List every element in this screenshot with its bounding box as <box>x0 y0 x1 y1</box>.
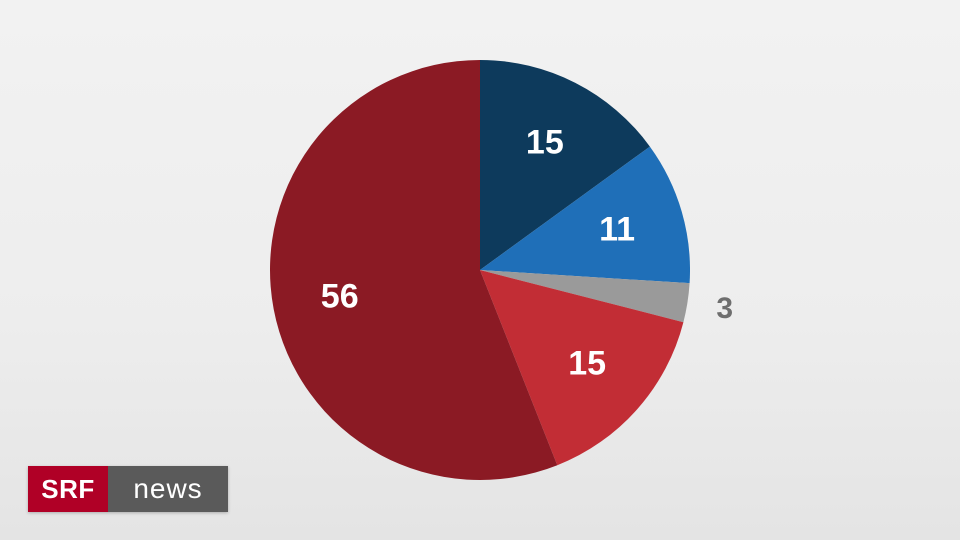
pie-chart: 151131556 <box>270 60 690 480</box>
logo-news-badge: news <box>108 466 228 512</box>
pie-slice-label: 11 <box>599 211 635 250</box>
logo-srf-text: SRF <box>41 474 95 505</box>
pie-slice-label: 56 <box>321 277 359 316</box>
srf-news-logo: SRF news <box>28 466 228 512</box>
pie-slice-label: 15 <box>526 123 564 162</box>
logo-srf-badge: SRF <box>28 466 108 512</box>
logo-news-text: news <box>133 473 202 505</box>
pie-svg <box>270 60 690 480</box>
pie-slice-label: 15 <box>568 345 606 384</box>
pie-slice-label: 3 <box>716 292 733 326</box>
